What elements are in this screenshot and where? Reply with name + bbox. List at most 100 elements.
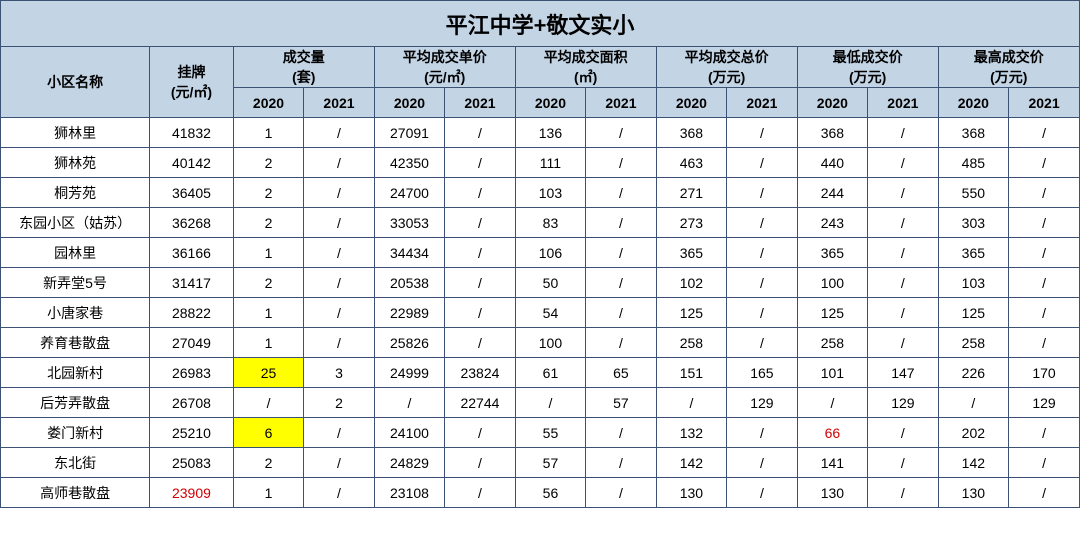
col-group-1-y1: 2020 xyxy=(374,88,444,118)
cell-g4-y1: 147 xyxy=(868,358,938,388)
cell-g3-y1: / xyxy=(727,478,797,508)
cell-name: 桐芳苑 xyxy=(1,178,150,208)
cell-g2-y1: / xyxy=(586,118,656,148)
cell-g0-y0: 2 xyxy=(233,268,303,298)
cell-g1-y1: / xyxy=(445,148,515,178)
cell-g1-y1: / xyxy=(445,208,515,238)
cell-g0-y1: / xyxy=(304,268,374,298)
cell-g0-y1: / xyxy=(304,478,374,508)
real-estate-table: 平江中学+敬文实小小区名称挂牌(元/㎡)成交量(套)平均成交单价(元/㎡)平均成… xyxy=(0,0,1080,508)
col-group-1: 平均成交单价(元/㎡) xyxy=(374,47,515,88)
cell-g0-y0: 1 xyxy=(233,298,303,328)
cell-g4-y1: / xyxy=(868,448,938,478)
cell-name: 娄门新村 xyxy=(1,418,150,448)
cell-g1-y1: / xyxy=(445,478,515,508)
cell-name: 小唐家巷 xyxy=(1,298,150,328)
cell-g1-y0: 23108 xyxy=(374,478,444,508)
cell-listing: 26708 xyxy=(150,388,234,418)
cell-g3-y0: 273 xyxy=(656,208,726,238)
cell-g3-y1: / xyxy=(727,298,797,328)
cell-g0-y1: 3 xyxy=(304,358,374,388)
cell-g1-y1: 22744 xyxy=(445,388,515,418)
col-group-4-y1: 2020 xyxy=(797,88,867,118)
cell-g4-y0: 130 xyxy=(797,478,867,508)
table-row: 后芳弄散盘26708/2/22744/57/129/129/129 xyxy=(1,388,1080,418)
col-group-2-y1: 2020 xyxy=(515,88,585,118)
cell-g0-y0: 1 xyxy=(233,118,303,148)
cell-g4-y1: / xyxy=(868,178,938,208)
col-name: 小区名称 xyxy=(1,47,150,118)
table-title: 平江中学+敬文实小 xyxy=(1,1,1080,47)
cell-g1-y1: / xyxy=(445,298,515,328)
cell-name: 东园小区（姑苏） xyxy=(1,208,150,238)
col-group-1-y2: 2021 xyxy=(445,88,515,118)
table-row: 高师巷散盘239091/23108/56/130/130/130/ xyxy=(1,478,1080,508)
cell-name: 新弄堂5号 xyxy=(1,268,150,298)
cell-g1-y0: 24999 xyxy=(374,358,444,388)
cell-g5-y1: / xyxy=(1009,178,1080,208)
cell-g0-y0: 2 xyxy=(233,148,303,178)
cell-g2-y0: 83 xyxy=(515,208,585,238)
col-listing: 挂牌(元/㎡) xyxy=(150,47,234,118)
cell-g5-y1: / xyxy=(1009,268,1080,298)
cell-g5-y0: 303 xyxy=(938,208,1008,238)
cell-listing: 41832 xyxy=(150,118,234,148)
cell-g4-y1: / xyxy=(868,478,938,508)
cell-g4-y1: / xyxy=(868,148,938,178)
cell-g3-y1: 129 xyxy=(727,388,797,418)
cell-g4-y1: / xyxy=(868,298,938,328)
cell-g1-y0: 27091 xyxy=(374,118,444,148)
cell-g4-y1: / xyxy=(868,418,938,448)
table-row: 东北街250832/24829/57/142/141/142/ xyxy=(1,448,1080,478)
cell-name: 东北街 xyxy=(1,448,150,478)
cell-g5-y0: 258 xyxy=(938,328,1008,358)
cell-g2-y0: 103 xyxy=(515,178,585,208)
cell-g5-y1: / xyxy=(1009,328,1080,358)
cell-g2-y1: / xyxy=(586,448,656,478)
cell-g2-y1: / xyxy=(586,418,656,448)
cell-g3-y0: 151 xyxy=(656,358,726,388)
cell-g4-y1: / xyxy=(868,238,938,268)
cell-g4-y0: / xyxy=(797,388,867,418)
cell-g3-y0: 132 xyxy=(656,418,726,448)
cell-g3-y0: 130 xyxy=(656,478,726,508)
cell-g3-y0: 368 xyxy=(656,118,726,148)
cell-g3-y0: / xyxy=(656,388,726,418)
cell-g5-y0: 103 xyxy=(938,268,1008,298)
cell-g4-y0: 368 xyxy=(797,118,867,148)
cell-g4-y0: 101 xyxy=(797,358,867,388)
cell-g4-y0: 244 xyxy=(797,178,867,208)
col-group-0-y2: 2021 xyxy=(304,88,374,118)
table-row: 养育巷散盘270491/25826/100/258/258/258/ xyxy=(1,328,1080,358)
cell-g0-y1: / xyxy=(304,328,374,358)
cell-g3-y1: / xyxy=(727,208,797,238)
cell-g5-y0: 125 xyxy=(938,298,1008,328)
cell-listing: 23909 xyxy=(150,478,234,508)
cell-name: 后芳弄散盘 xyxy=(1,388,150,418)
col-group-5-y2: 2021 xyxy=(1009,88,1080,118)
cell-g5-y0: 142 xyxy=(938,448,1008,478)
cell-g4-y0: 100 xyxy=(797,268,867,298)
cell-g2-y0: / xyxy=(515,388,585,418)
cell-g3-y0: 258 xyxy=(656,328,726,358)
cell-listing: 26983 xyxy=(150,358,234,388)
cell-g5-y1: / xyxy=(1009,208,1080,238)
cell-g3-y1: / xyxy=(727,178,797,208)
cell-g3-y0: 102 xyxy=(656,268,726,298)
table-row: 娄门新村252106/24100/55/132/66/202/ xyxy=(1,418,1080,448)
cell-g2-y0: 55 xyxy=(515,418,585,448)
cell-g2-y1: / xyxy=(586,268,656,298)
cell-g3-y1: / xyxy=(727,238,797,268)
cell-g5-y0: 485 xyxy=(938,148,1008,178)
cell-listing: 25083 xyxy=(150,448,234,478)
cell-g4-y0: 243 xyxy=(797,208,867,238)
cell-name: 园林里 xyxy=(1,238,150,268)
cell-g0-y1: / xyxy=(304,448,374,478)
cell-g0-y0: 2 xyxy=(233,178,303,208)
cell-name: 北园新村 xyxy=(1,358,150,388)
cell-g2-y0: 136 xyxy=(515,118,585,148)
cell-g3-y1: / xyxy=(727,418,797,448)
cell-g1-y0: / xyxy=(374,388,444,418)
cell-listing: 36268 xyxy=(150,208,234,238)
cell-g0-y0: 1 xyxy=(233,238,303,268)
